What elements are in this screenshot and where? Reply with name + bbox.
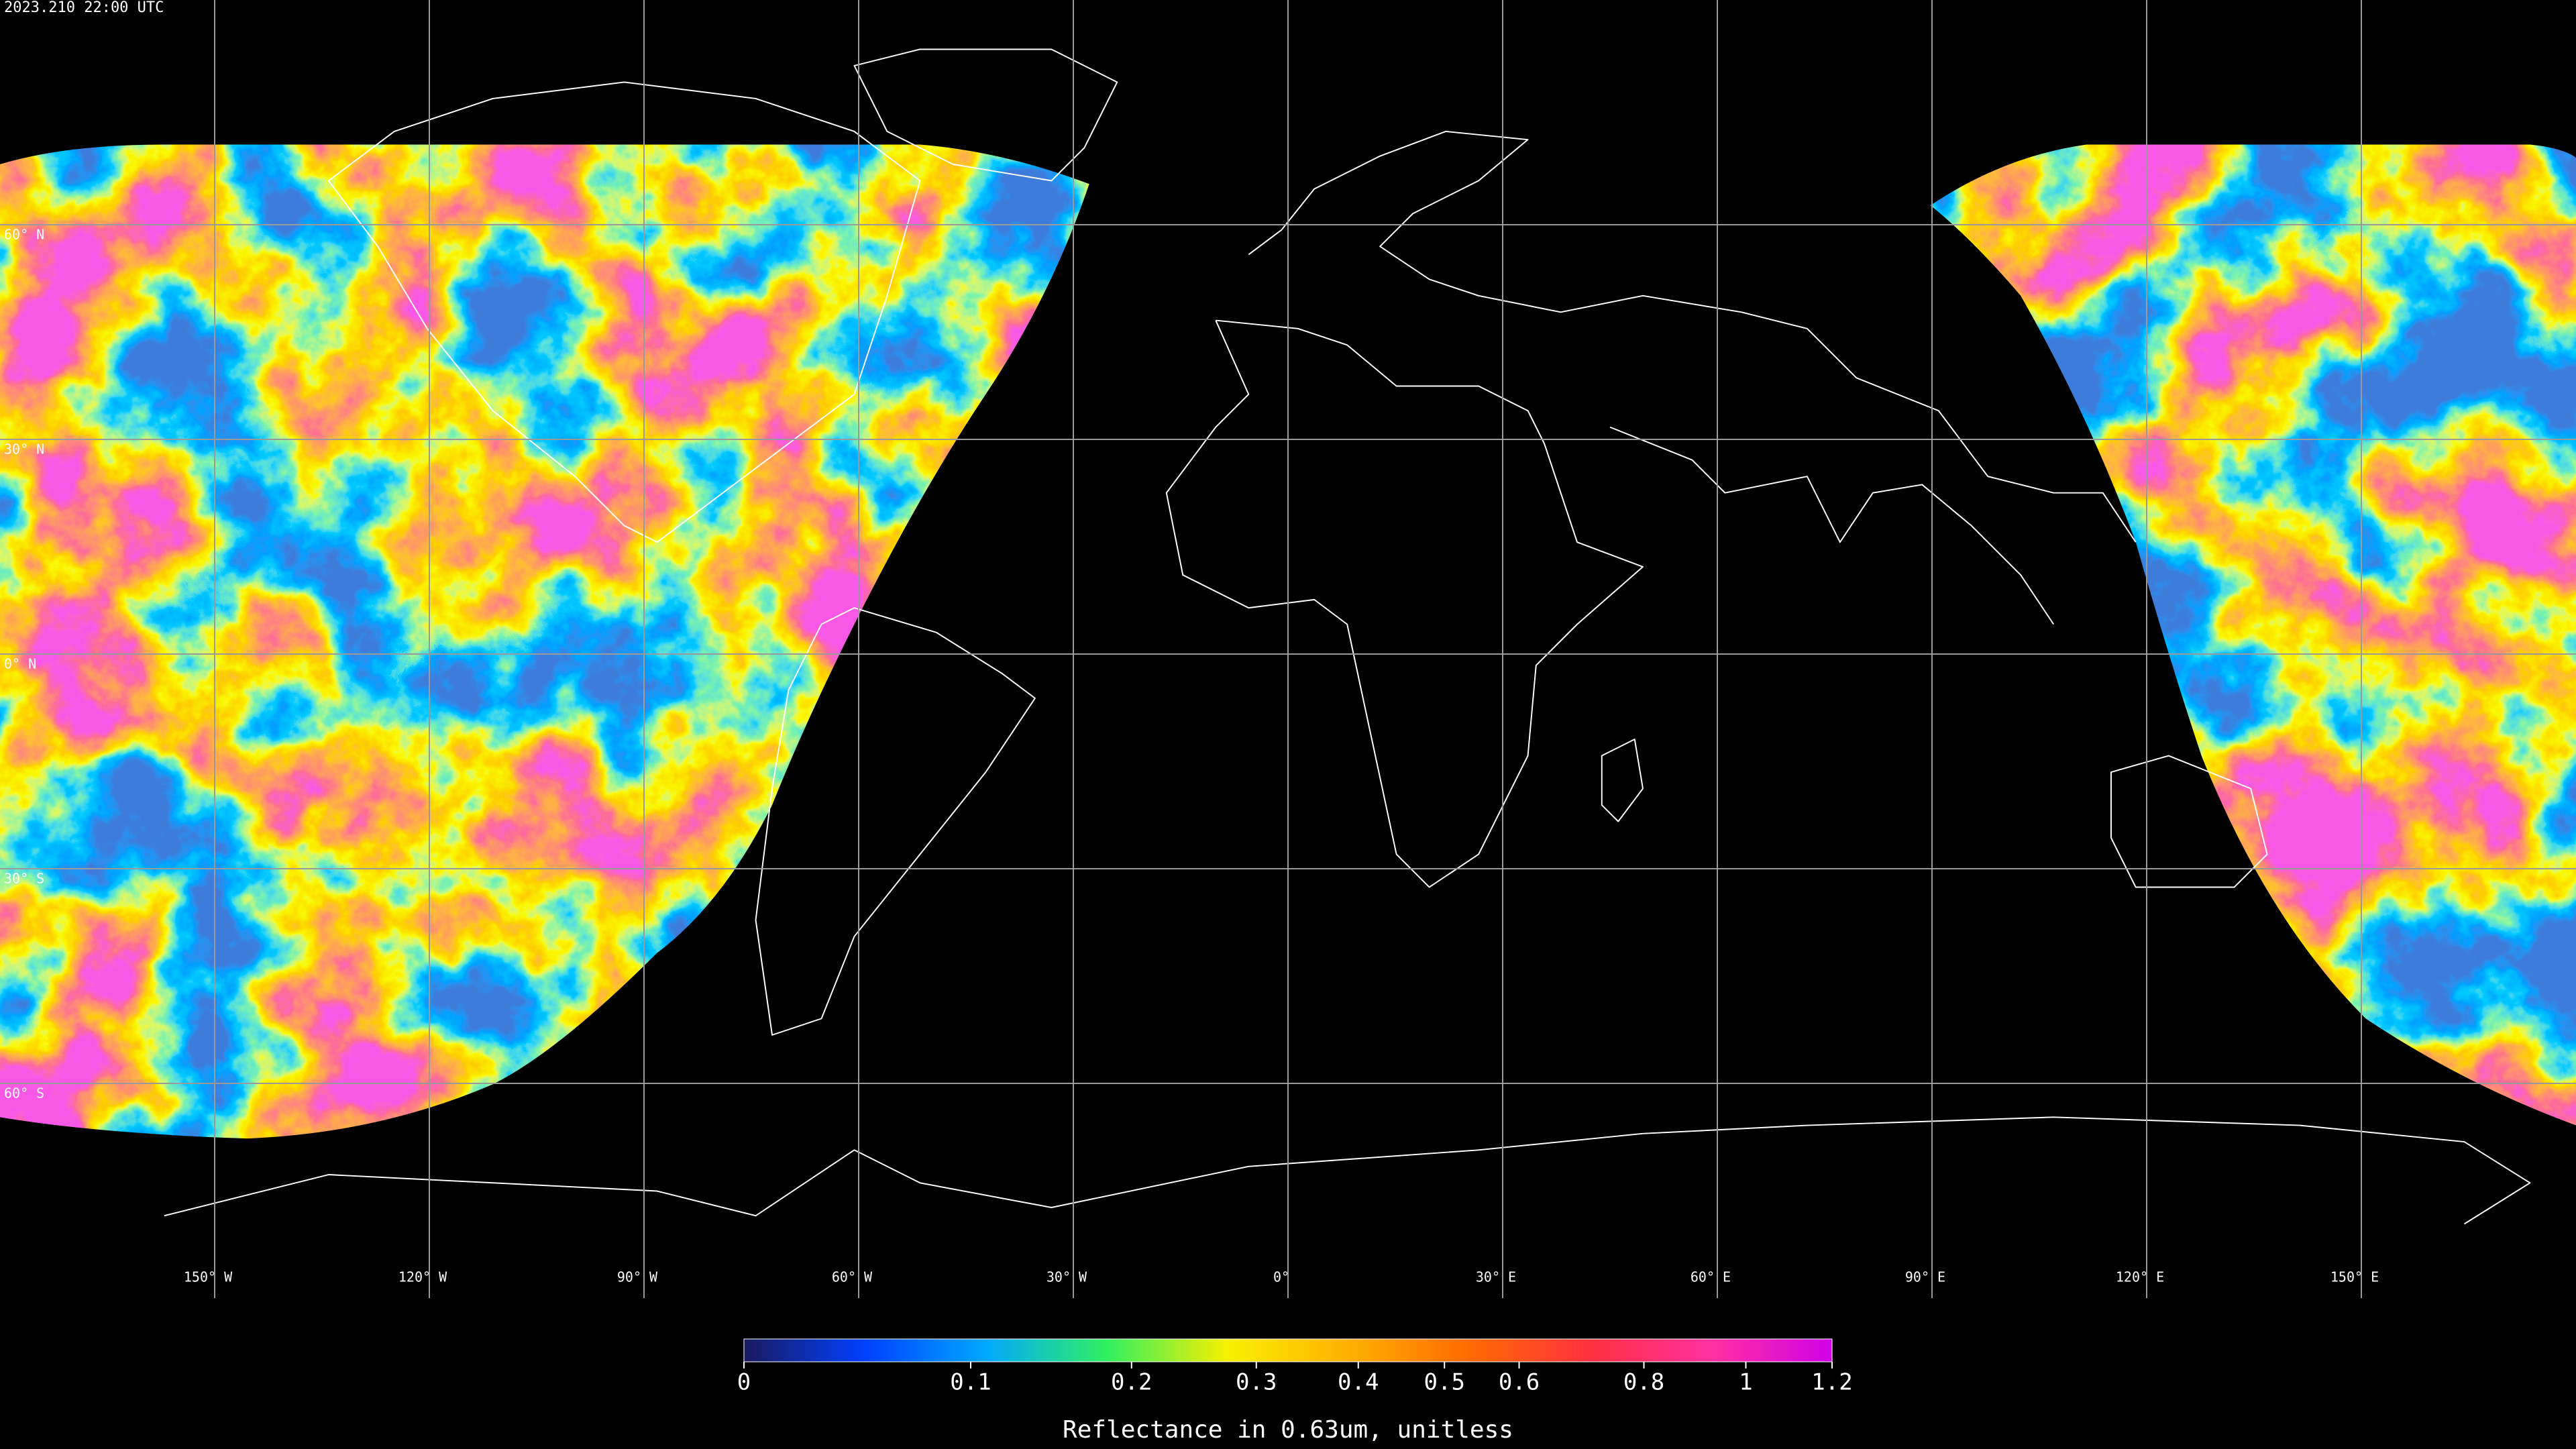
graticule	[0, 0, 2576, 1298]
longitude-label: 120° W	[398, 1269, 447, 1285]
longitude-label: 90° E	[1905, 1269, 1945, 1285]
timestamp: 2023.210 22:00 UTC	[4, 0, 164, 16]
longitude-label: 60° W	[832, 1269, 873, 1285]
longitude-label: 30° W	[1046, 1269, 1087, 1285]
longitude-label: 0°	[1273, 1269, 1289, 1285]
colorbar-title: Reflectance in 0.63um, unitless	[1063, 1416, 1513, 1444]
colorbar-tick-label: 0	[737, 1369, 751, 1396]
longitude-label: 120° E	[2116, 1269, 2164, 1285]
colorbar-tick-label: 0.4	[1338, 1369, 1379, 1396]
latitude-label: 60° N	[4, 227, 44, 243]
colorbar-tick-label: 1	[1739, 1369, 1752, 1396]
latitude-label: 30° N	[4, 441, 44, 458]
coastlines	[164, 48, 2531, 1225]
longitude-label: 90° W	[617, 1269, 658, 1285]
longitude-label: 60° E	[1690, 1269, 1731, 1285]
colorbar-tick-label: 0.6	[1499, 1369, 1540, 1396]
latitude-label: 30° S	[4, 871, 44, 887]
colorbar-tick-label: 0.2	[1111, 1369, 1152, 1396]
longitude-label: 30° E	[1476, 1269, 1516, 1285]
longitude-label: 150° W	[184, 1269, 233, 1285]
colorbar-ramp	[743, 1338, 1833, 1362]
colorbar-tick-label: 1.2	[1811, 1369, 1852, 1396]
colorbar-tick-label: 0.5	[1424, 1369, 1465, 1396]
colorbar-tick-label: 0.8	[1623, 1369, 1664, 1396]
colorbar: 0 0.1 0.2 0.3 0.4 0.5 0.6 0.8 1 1.2 Reflectance in…	[737, 1338, 1853, 1444]
colorbar-tick-label: 0.3	[1236, 1369, 1277, 1396]
latitude-label: 60° S	[4, 1085, 44, 1102]
latitude-label: 0° N	[4, 656, 36, 672]
graticule-labels: 60° N 30° N 0° N 30° S 60° S 150° W 120° W 90° …	[4, 227, 2379, 1285]
longitude-label: 150° E	[2330, 1269, 2379, 1285]
colorbar-tick-label: 0.1	[950, 1369, 991, 1396]
